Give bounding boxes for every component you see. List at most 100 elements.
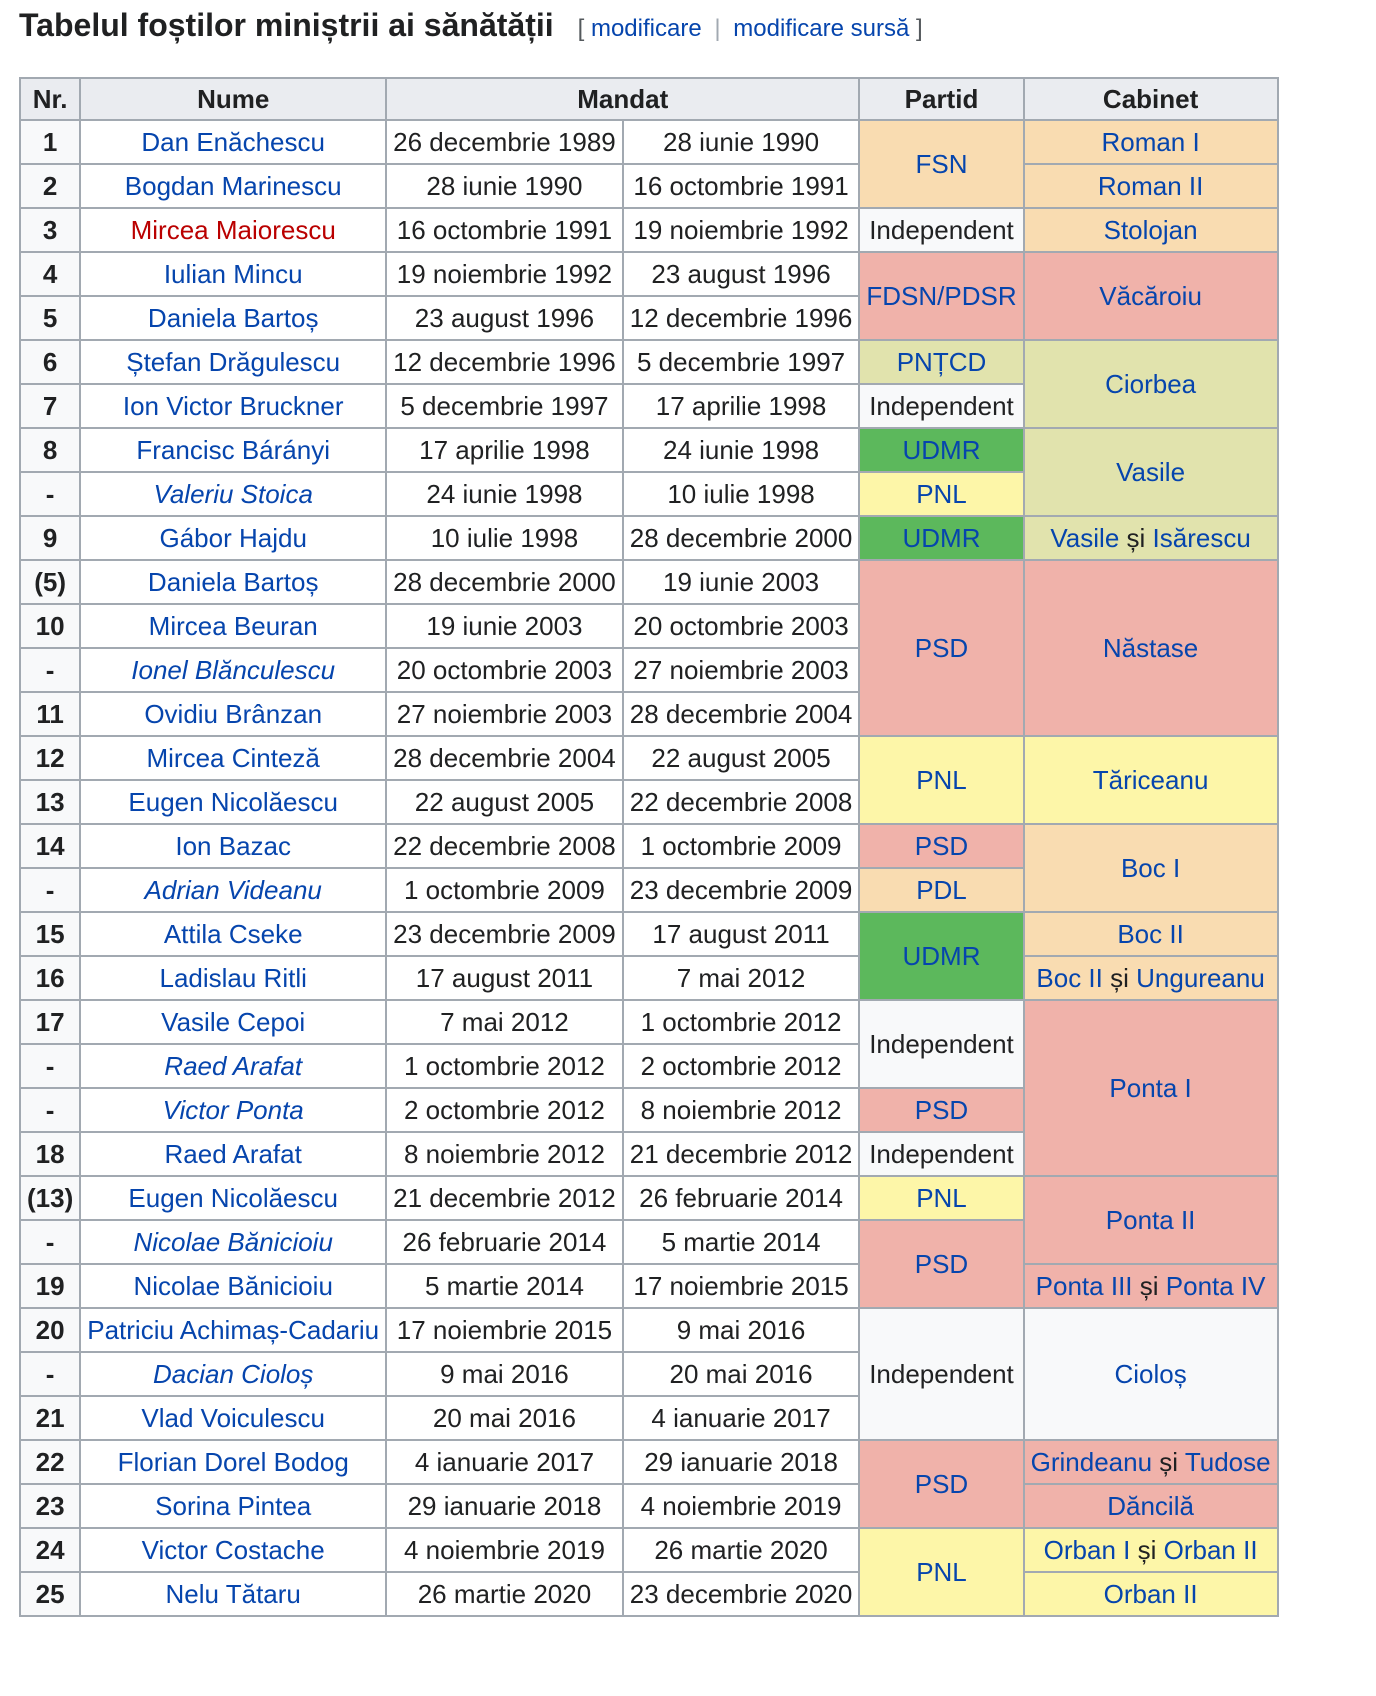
- cabinet-link[interactable]: Ponta II: [1105, 1205, 1196, 1235]
- party-link[interactable]: UDMR: [902, 435, 981, 465]
- cabinet-link[interactable]: Ungureanu: [1136, 963, 1265, 993]
- cabinet-link[interactable]: Ponta IV: [1165, 1271, 1266, 1301]
- minister-link[interactable]: Ladislau Ritli: [159, 963, 307, 993]
- party-link[interactable]: FDSN/PDSR: [866, 281, 1017, 311]
- party-link[interactable]: PSD: [914, 1469, 969, 1499]
- minister-link[interactable]: Attila Cseke: [163, 919, 303, 949]
- table-row: - Dacian Cioloș 9 mai 2016 20 mai 2016: [18, 1351, 1278, 1397]
- header-name: Nume: [79, 77, 388, 121]
- cabinet-link[interactable]: Roman II: [1097, 171, 1204, 201]
- row-number: 11: [18, 691, 82, 737]
- minister-link[interactable]: Dan Enăchescu: [141, 127, 325, 157]
- cabinet-link[interactable]: Isărescu: [1152, 523, 1251, 553]
- minister-link[interactable]: Victor Costache: [141, 1535, 325, 1565]
- minister-link[interactable]: Sorina Pintea: [155, 1491, 312, 1521]
- party-link[interactable]: UDMR: [902, 941, 981, 971]
- edit-source-link[interactable]: modificare sursă: [733, 15, 910, 42]
- row-number: 10: [18, 603, 82, 649]
- minister-link-interim[interactable]: Raed Arafat: [164, 1051, 303, 1081]
- cabinet-link[interactable]: Orban II: [1163, 1535, 1258, 1565]
- minister-link[interactable]: Mircea Cinteză: [146, 743, 320, 773]
- party-link[interactable]: PNȚCD: [896, 347, 987, 377]
- cabinet-link[interactable]: Dăncilă: [1107, 1491, 1194, 1521]
- mandate-start: 9 mai 2016: [385, 1351, 624, 1397]
- minister-link[interactable]: Daniela Bartoș: [147, 567, 319, 597]
- cabinet-link[interactable]: Stolojan: [1103, 215, 1198, 245]
- cabinet-link[interactable]: Tăriceanu: [1092, 765, 1209, 795]
- minister-link[interactable]: Patriciu Achimaș-Cadariu: [87, 1315, 380, 1345]
- minister-link[interactable]: Florian Dorel Bodog: [117, 1447, 349, 1477]
- cabinet-link[interactable]: Văcăroiu: [1099, 281, 1202, 311]
- party-link[interactable]: PSD: [914, 1095, 969, 1125]
- minister-link-interim[interactable]: Nicolae Bănicioiu: [133, 1227, 333, 1257]
- cabinet-link[interactable]: Vasile: [1050, 523, 1120, 553]
- minister-link[interactable]: Iulian Mincu: [163, 259, 303, 289]
- mandate-start: 29 ianuarie 2018: [385, 1483, 624, 1529]
- mandate-start: 12 decembrie 1996: [385, 339, 624, 385]
- minister-link[interactable]: Mircea Beuran: [148, 611, 318, 641]
- party-link[interactable]: PNL: [916, 479, 967, 509]
- minister-link[interactable]: Gábor Hajdu: [159, 523, 307, 553]
- cabinet-link[interactable]: Năstase: [1102, 633, 1199, 663]
- mandate-end: 7 mai 2012: [621, 955, 861, 1001]
- cabinet-link[interactable]: Tudose: [1184, 1447, 1271, 1477]
- minister-redlink[interactable]: Mircea Maiorescu: [130, 215, 336, 245]
- cabinet-link[interactable]: Grindeanu: [1030, 1447, 1153, 1477]
- cabinet-link[interactable]: Roman I: [1101, 127, 1200, 157]
- minister-link[interactable]: Ștefan Drăgulescu: [126, 347, 341, 377]
- minister-link[interactable]: Eugen Nicolăescu: [128, 787, 338, 817]
- mandate-start: 23 august 1996: [385, 295, 624, 341]
- minister-link-interim[interactable]: Ionel Blănculescu: [131, 655, 336, 685]
- minister-link-interim[interactable]: Dacian Cioloș: [152, 1359, 314, 1389]
- mandate-start: 10 iulie 1998: [385, 515, 624, 561]
- party-link[interactable]: PDL: [916, 875, 967, 905]
- cabinet-link[interactable]: Ponta III: [1035, 1271, 1133, 1301]
- minister-link[interactable]: Francisc Bárányi: [136, 435, 330, 465]
- party-link[interactable]: UDMR: [902, 523, 981, 553]
- minister-link[interactable]: Bogdan Marinescu: [124, 171, 342, 201]
- party-label: Independent: [858, 383, 1025, 429]
- mandate-end: 20 octombrie 2003: [621, 603, 861, 649]
- table-row: 3 Mircea Maiorescu 16 octombrie 1991 19 …: [18, 207, 1279, 253]
- minister-link-interim[interactable]: Valeriu Stoica: [153, 479, 313, 509]
- cabinet-link[interactable]: Ciorbea: [1105, 369, 1197, 399]
- minister-link-interim[interactable]: Adrian Videanu: [144, 875, 322, 905]
- cabinet-link[interactable]: Cioloș: [1114, 1359, 1187, 1389]
- party-link[interactable]: FSN: [915, 149, 968, 179]
- mandate-end: 28 decembrie 2000: [621, 515, 861, 561]
- minister-link[interactable]: Raed Arafat: [164, 1139, 302, 1169]
- mandate-start: 5 martie 2014: [385, 1263, 624, 1309]
- minister-link[interactable]: Ion Bazac: [175, 831, 292, 861]
- header-mandate: Mandat: [385, 77, 861, 121]
- cabinet-conjunction: și: [1159, 1447, 1179, 1477]
- cabinet-link[interactable]: Boc II: [1036, 963, 1103, 993]
- party-link[interactable]: PNL: [916, 1557, 967, 1587]
- mandate-end: 26 martie 2020: [621, 1527, 861, 1573]
- party-link[interactable]: PSD: [914, 831, 969, 861]
- minister-link[interactable]: Vlad Voiculescu: [141, 1403, 325, 1433]
- cabinet-link[interactable]: Orban I: [1043, 1535, 1131, 1565]
- cabinet-link[interactable]: Boc I: [1120, 853, 1181, 883]
- minister-link[interactable]: Nelu Tătaru: [165, 1579, 301, 1609]
- cabinet-link[interactable]: Ponta I: [1109, 1073, 1192, 1103]
- table-row: - Ionel Blănculescu 20 octombrie 2003 27…: [18, 647, 1278, 693]
- minister-link[interactable]: Daniela Bartoș: [147, 303, 319, 333]
- party-link[interactable]: PNL: [916, 765, 967, 795]
- party-link[interactable]: PSD: [914, 1249, 969, 1279]
- header-cabinet: Cabinet: [1022, 77, 1279, 121]
- party-link[interactable]: PSD: [914, 633, 969, 663]
- minister-link[interactable]: Eugen Nicolăescu: [128, 1183, 338, 1213]
- cabinet-link[interactable]: Orban II: [1103, 1579, 1198, 1609]
- edit-link[interactable]: modificare: [590, 15, 702, 42]
- minister-link-interim[interactable]: Victor Ponta: [162, 1095, 304, 1125]
- minister-link[interactable]: Vasile Cepoi: [161, 1007, 306, 1037]
- party-link[interactable]: PNL: [916, 1183, 967, 1213]
- mandate-end: 22 august 2005: [621, 735, 861, 781]
- minister-link[interactable]: Ovidiu Brânzan: [144, 699, 323, 729]
- mandate-start: 7 mai 2012: [385, 999, 624, 1045]
- cabinet-link[interactable]: Vasile: [1116, 457, 1186, 487]
- row-number: 7: [18, 383, 82, 429]
- cabinet-link[interactable]: Boc II: [1117, 919, 1184, 949]
- minister-link[interactable]: Ion Victor Bruckner: [122, 391, 344, 421]
- minister-link[interactable]: Nicolae Bănicioiu: [133, 1271, 333, 1301]
